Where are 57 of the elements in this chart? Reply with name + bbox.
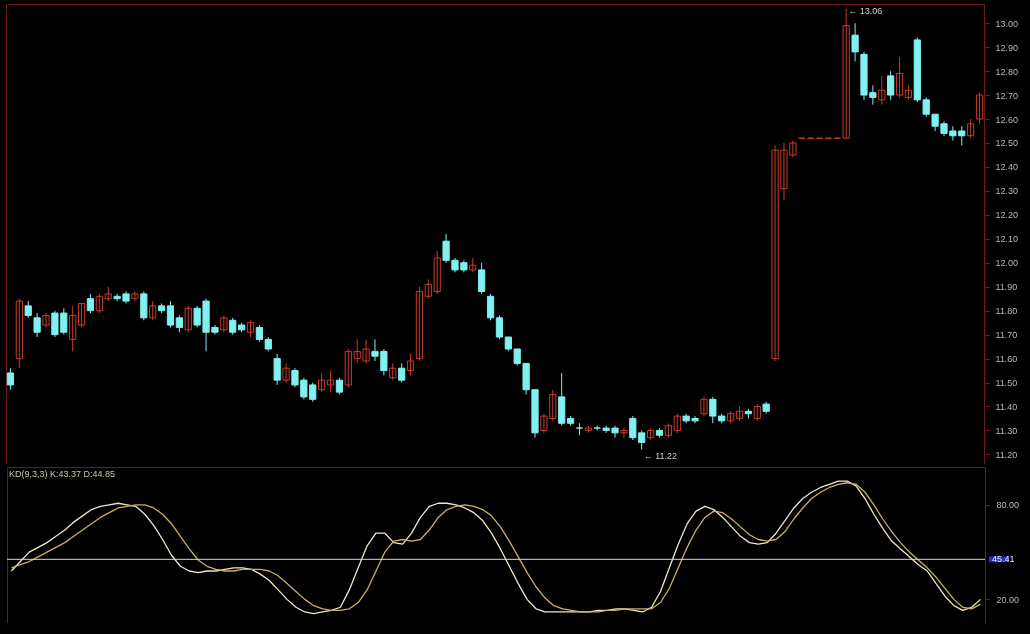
- candlestick: [184, 305, 192, 333]
- candlestick: [398, 362, 406, 384]
- candlestick: [131, 291, 139, 302]
- candlestick: [486, 293, 495, 321]
- y-tick-label: 11.50: [995, 378, 1018, 389]
- candlestick: [478, 262, 486, 295]
- candlestick: [69, 305, 77, 352]
- candlestick: [415, 286, 424, 362]
- y-tick-label: 13.00: [995, 18, 1019, 29]
- y-tick-label: 11.90: [995, 282, 1018, 293]
- annotation: ← 11.22: [643, 450, 678, 461]
- candlestick: [887, 70, 895, 101]
- candlestick: [149, 300, 157, 321]
- y-tick-label: 12.30: [995, 186, 1019, 197]
- y-tick-label: 11.40: [995, 402, 1018, 412]
- candlestick: [967, 118, 975, 139]
- y-tick-label: 11.70: [995, 330, 1018, 341]
- candlestick: [495, 314, 504, 340]
- y-tick-label: 12.90: [995, 42, 1019, 53]
- candlestick: [878, 75, 886, 106]
- candlestick: [406, 353, 415, 376]
- y-tick-label: 12.50: [995, 138, 1019, 149]
- y-tick-label: 12.70: [995, 90, 1019, 101]
- candlestick: [318, 372, 326, 393]
- y-tick-label: 11.30: [995, 425, 1018, 436]
- y-tick-label: 11.60: [995, 354, 1018, 365]
- y-tick-label: 11.80: [995, 306, 1018, 317]
- candlestick: [6, 367, 15, 391]
- annotation: ← 13.06: [848, 5, 883, 16]
- candlestick: [140, 291, 148, 321]
- candlestick: [673, 413, 681, 434]
- annotation: KD(9,3,3) K:43.37 D:44.85: [9, 469, 116, 479]
- y-tick-label: 11.20: [995, 449, 1018, 460]
- candlestick: [273, 353, 281, 386]
- candlestick: [904, 84, 913, 101]
- candlestick: [664, 422, 672, 439]
- candlestick: [15, 298, 23, 369]
- y-tick-label: 12.10: [995, 234, 1019, 245]
- candlestick: [895, 56, 904, 98]
- y-tick-label: 12.60: [995, 114, 1019, 125]
- y-tick-label: 20.00: [996, 594, 1020, 605]
- candlestick: [166, 300, 175, 328]
- candlestick: [77, 302, 86, 328]
- candlestick: [620, 427, 628, 439]
- candlestick: [851, 22, 859, 62]
- candlestick: [42, 312, 50, 328]
- candlestick: [33, 312, 41, 338]
- candlestick: [842, 8, 850, 139]
- y-tick-label: 80.00: [996, 500, 1020, 511]
- candlestick: [326, 370, 335, 393]
- y-tick-label: 12.20: [995, 210, 1019, 221]
- y-tick-label: 12.40: [995, 162, 1019, 173]
- candlestick: [282, 362, 290, 384]
- y-tick-label: 12.80: [995, 66, 1019, 77]
- candlestick: [700, 396, 708, 417]
- candlestick: [86, 293, 95, 314]
- y-tick-label: 12.00: [995, 258, 1019, 269]
